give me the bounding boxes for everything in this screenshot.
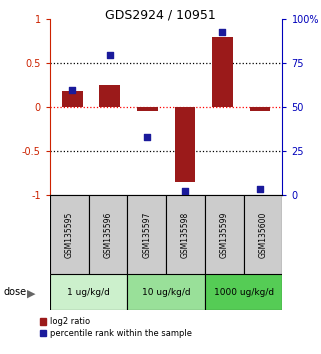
Bar <box>127 274 205 310</box>
Bar <box>127 195 166 274</box>
Text: GSM135595: GSM135595 <box>65 211 74 258</box>
Point <box>145 134 150 140</box>
Bar <box>205 195 244 274</box>
Point <box>220 29 225 35</box>
Text: GSM135596: GSM135596 <box>103 211 112 258</box>
Bar <box>166 195 205 274</box>
Bar <box>212 37 233 107</box>
Text: GDS2924 / 10951: GDS2924 / 10951 <box>105 9 216 22</box>
Point <box>107 52 112 57</box>
Bar <box>89 195 127 274</box>
Text: dose: dose <box>3 287 26 297</box>
Bar <box>250 107 270 112</box>
Text: 1 ug/kg/d: 1 ug/kg/d <box>67 287 110 297</box>
Point <box>182 188 187 194</box>
Bar <box>137 107 158 112</box>
Text: ▶: ▶ <box>27 289 36 299</box>
Text: 10 ug/kg/d: 10 ug/kg/d <box>142 287 190 297</box>
Text: GSM135598: GSM135598 <box>181 211 190 258</box>
Bar <box>205 274 282 310</box>
Text: 1000 ug/kg/d: 1000 ug/kg/d <box>214 287 274 297</box>
Text: GSM135597: GSM135597 <box>142 211 151 258</box>
Point <box>70 87 75 92</box>
Point <box>257 187 263 192</box>
Bar <box>50 274 127 310</box>
Bar <box>175 107 195 182</box>
Bar <box>50 195 89 274</box>
Text: GSM135599: GSM135599 <box>220 211 229 258</box>
Text: GSM135600: GSM135600 <box>259 211 268 258</box>
Bar <box>244 195 282 274</box>
Legend: log2 ratio, percentile rank within the sample: log2 ratio, percentile rank within the s… <box>38 316 193 339</box>
Bar <box>62 91 82 107</box>
Bar <box>100 85 120 107</box>
